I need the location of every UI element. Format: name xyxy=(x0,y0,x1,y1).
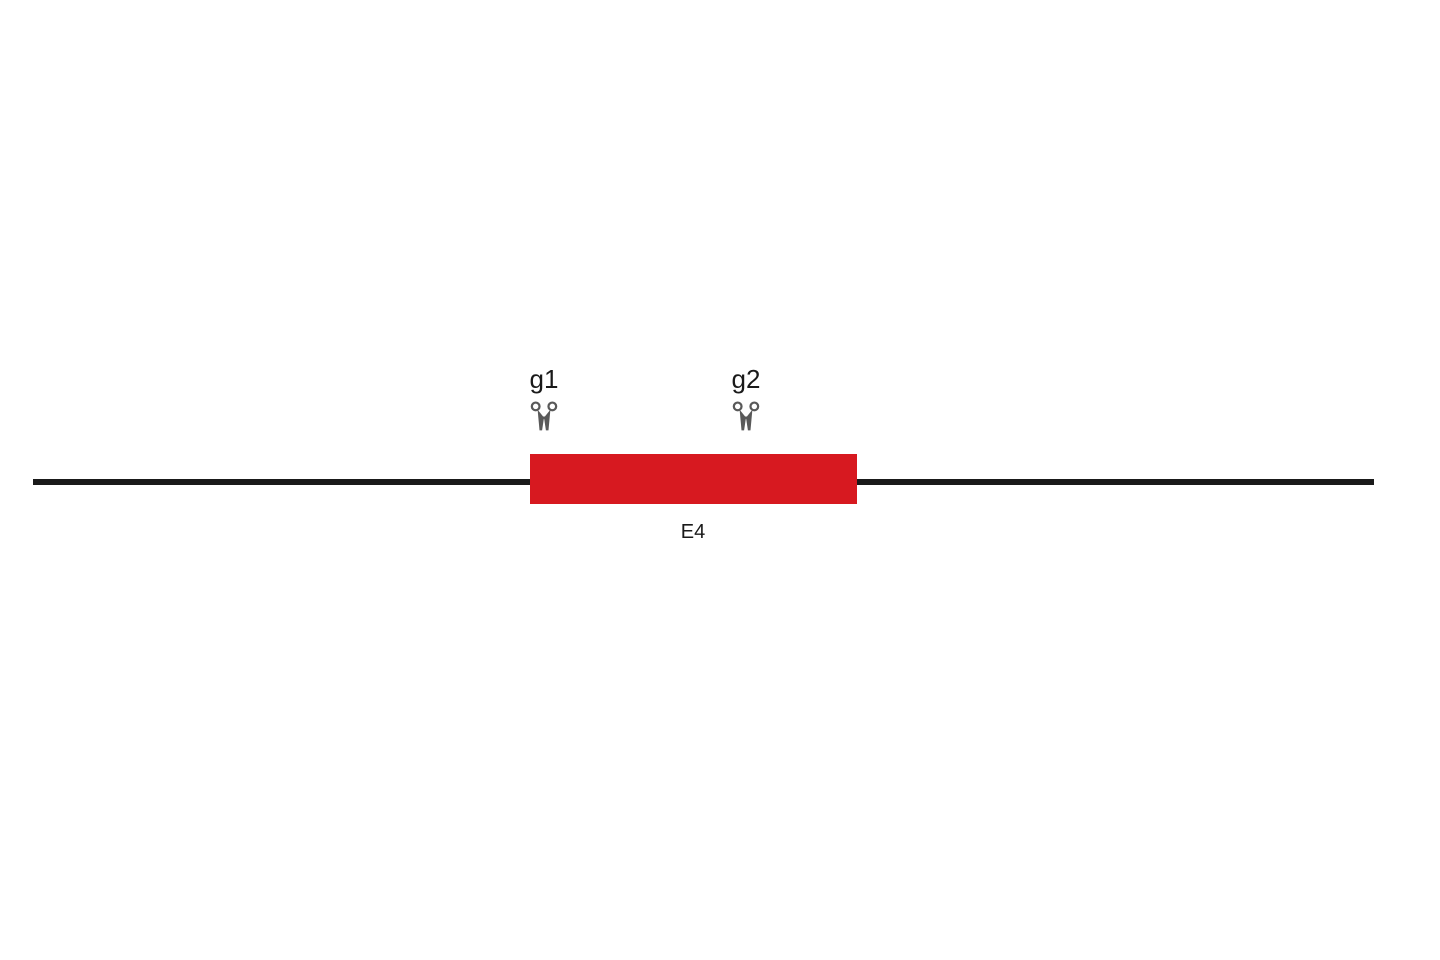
gene-diagram: E4 g1 g2 xyxy=(0,0,1440,960)
guide-label-g1: g1 xyxy=(530,364,559,395)
exon-label: E4 xyxy=(681,521,705,544)
scissors-icon-g1 xyxy=(528,400,560,437)
track-line-right xyxy=(857,479,1374,485)
track-line-left xyxy=(33,479,530,485)
guide-label-g2: g2 xyxy=(732,364,761,395)
scissors-icon-g2 xyxy=(730,400,762,437)
exon-box xyxy=(530,454,857,504)
